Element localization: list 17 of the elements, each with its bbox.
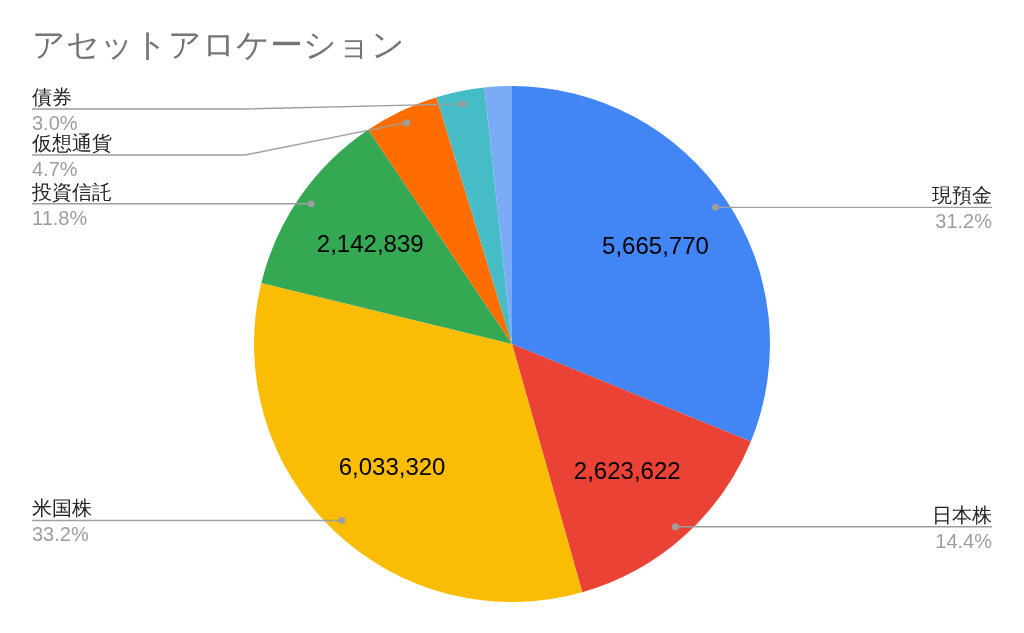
text: 3.0% (32, 112, 78, 134)
slice-label: 日本株 (932, 503, 992, 526)
chart-title: アセットアロケーション (32, 26, 405, 64)
data-label: 5,665,770 (602, 232, 709, 260)
data-label: 2,142,839 (316, 229, 424, 257)
slice-label: 現預金 (932, 184, 992, 207)
text: 14.4% (935, 529, 993, 552)
text: 4.7% (32, 158, 78, 180)
data-label: 6,033,320 (338, 453, 446, 481)
data-label: 2,623,622 (573, 457, 681, 485)
slice-label: 投資信託 (31, 180, 112, 203)
text: 31.2% (935, 210, 993, 233)
slice-label: 債券 (32, 86, 72, 108)
slice-label: 米国株 (32, 497, 92, 520)
text: 33.2% (32, 523, 89, 546)
text: 11.8% (32, 206, 88, 229)
slice-label: 仮想通貨 (31, 132, 112, 154)
